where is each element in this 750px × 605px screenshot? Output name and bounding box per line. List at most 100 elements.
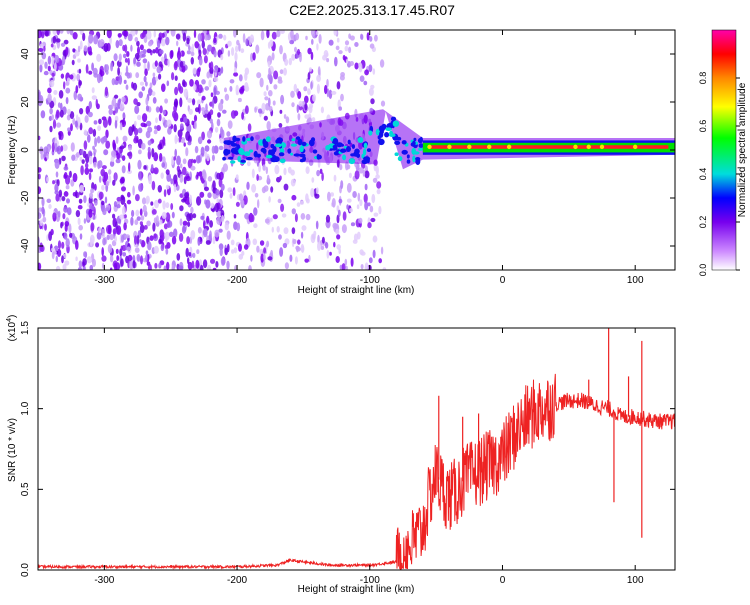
noise-blob (378, 205, 382, 215)
noise-blob (51, 114, 54, 121)
noise-blob (260, 253, 265, 263)
noise-blob (263, 115, 268, 121)
noise-blob (52, 30, 58, 35)
noise-blob (305, 193, 309, 203)
noise-blob (349, 208, 353, 213)
noise-blob (56, 122, 62, 128)
noise-blob (196, 171, 199, 178)
snr-scale-base: (x10 (7, 321, 18, 341)
noise-blob (74, 120, 78, 128)
noise-blob (161, 211, 167, 219)
noise-blob (299, 200, 304, 205)
noise-blob (94, 137, 98, 148)
noise-blob (70, 142, 75, 152)
noise-blob (148, 87, 153, 97)
snr-scale-tail: ) (7, 315, 18, 318)
noise-blob (198, 57, 203, 66)
noise-blob (99, 39, 105, 47)
noise-blob (157, 198, 162, 204)
band-blob (227, 149, 231, 155)
spectrogram-ytick-label: 20 (20, 96, 31, 108)
noise-blob (141, 142, 146, 150)
noise-blob (153, 129, 158, 135)
noise-blob (134, 247, 140, 254)
noise-blob (189, 194, 193, 205)
noise-blob (164, 98, 169, 104)
noise-blob (372, 68, 376, 75)
noise-blob (187, 141, 192, 146)
noise-blob (214, 202, 219, 213)
noise-blob (139, 239, 142, 244)
noise-blob (238, 243, 242, 252)
noise-blob (246, 181, 250, 190)
noise-blob (166, 80, 170, 87)
noise-blob (119, 103, 123, 110)
noise-blob (346, 198, 352, 203)
band-blob (418, 143, 424, 148)
noise-blob (237, 97, 242, 103)
noise-blob (251, 183, 257, 193)
noise-blob (153, 152, 159, 162)
noise-blob (90, 205, 95, 211)
noise-blob (101, 255, 107, 262)
noise-blob (267, 73, 272, 81)
noise-blob (51, 55, 55, 66)
noise-blob (38, 59, 45, 66)
noise-blob (227, 120, 233, 129)
band-blob (228, 156, 234, 160)
noise-blob (155, 47, 159, 54)
noise-blob (69, 232, 73, 238)
noise-blob (364, 170, 370, 179)
snr-ytick-label: 0.0 (20, 563, 31, 577)
noise-blob (360, 33, 363, 40)
noise-blob (141, 240, 146, 248)
noise-blob (310, 51, 314, 61)
noise-blob (200, 215, 205, 220)
noise-blob (207, 176, 213, 182)
noise-blob (183, 116, 188, 124)
noise-blob (93, 34, 99, 45)
noise-blob (69, 30, 74, 36)
noise-blob (158, 238, 162, 245)
noise-blob (278, 234, 282, 240)
noise-blob (233, 72, 239, 77)
band-blob (347, 139, 351, 145)
noise-blob (171, 72, 175, 81)
noise-blob (113, 262, 118, 270)
noise-blob (127, 254, 133, 262)
noise-blob (263, 247, 267, 254)
noise-blob (138, 171, 142, 180)
noise-blob (122, 206, 126, 216)
noise-blob (145, 81, 148, 87)
noise-blob (167, 127, 172, 135)
noise-blob (52, 35, 57, 44)
noise-blob (364, 183, 368, 191)
noise-blob (149, 235, 154, 241)
noise-blob (88, 33, 94, 44)
band-blob (394, 152, 399, 156)
noise-blob (112, 96, 117, 107)
noise-blob (344, 161, 349, 171)
noise-blob (116, 204, 121, 209)
noise-blob (315, 31, 319, 35)
noise-blob (49, 107, 53, 115)
noise-blob (336, 81, 341, 90)
noise-blob (117, 67, 120, 76)
noise-blob (187, 257, 190, 265)
noise-blob (358, 217, 363, 224)
noise-blob (87, 134, 91, 143)
noise-blob (380, 246, 384, 255)
spectrogram-ylabel: Frequency (Hz) (7, 116, 18, 185)
noise-blob (78, 80, 83, 86)
noise-blob (380, 100, 386, 107)
noise-blob (298, 100, 303, 107)
noise-blob (147, 149, 151, 160)
noise-blob (235, 45, 239, 53)
noise-blob (321, 172, 324, 182)
noise-blob (146, 30, 152, 40)
noise-blob (190, 165, 196, 171)
noise-blob (61, 196, 66, 202)
noise-blob (259, 240, 265, 246)
noise-blob (122, 44, 126, 52)
noise-blob (204, 86, 210, 91)
